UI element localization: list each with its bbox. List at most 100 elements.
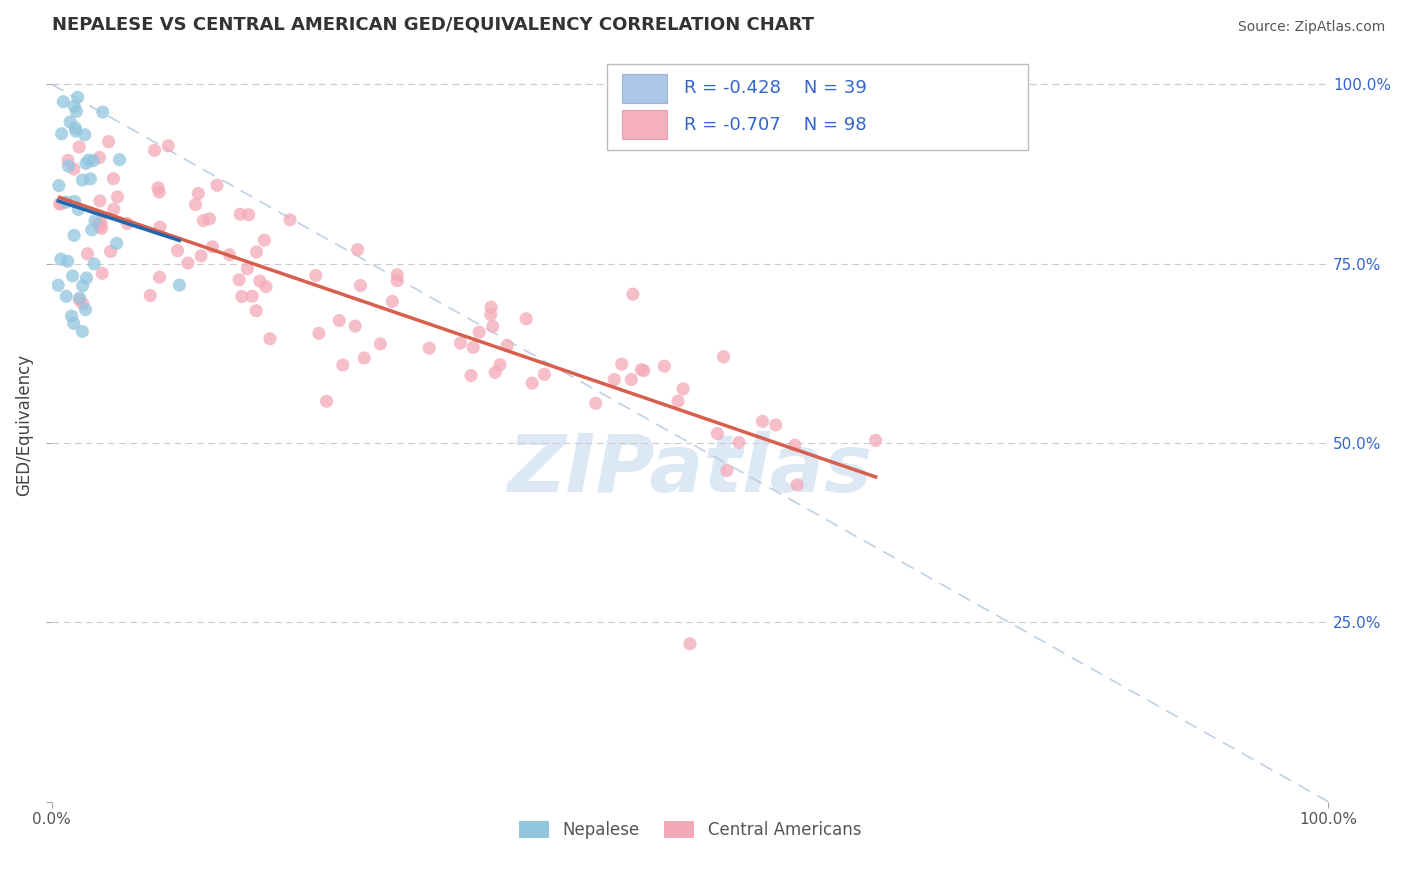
Point xyxy=(381,294,404,309)
Text: ZIPatlas: ZIPatlas xyxy=(508,431,873,509)
Point xyxy=(522,376,544,391)
Point xyxy=(765,417,787,432)
Point xyxy=(621,287,644,301)
Point xyxy=(783,438,806,452)
Point xyxy=(103,202,125,216)
Point xyxy=(56,254,79,268)
Point xyxy=(198,211,221,226)
Point xyxy=(84,213,107,227)
Point xyxy=(148,270,170,285)
Point xyxy=(332,358,354,372)
Point xyxy=(49,196,72,211)
Point xyxy=(75,156,97,170)
Point xyxy=(67,293,90,307)
Point xyxy=(48,178,70,193)
Point xyxy=(236,261,259,276)
Point xyxy=(349,278,371,293)
Point xyxy=(865,434,887,448)
Point xyxy=(245,303,267,318)
Point xyxy=(157,138,180,153)
Point xyxy=(69,291,91,305)
Point xyxy=(177,256,200,270)
Point xyxy=(166,244,188,258)
Point xyxy=(73,128,96,142)
Point xyxy=(259,332,281,346)
Point xyxy=(713,350,735,364)
Point xyxy=(484,366,506,380)
Point xyxy=(108,153,131,167)
Point xyxy=(66,90,89,104)
Point xyxy=(218,248,240,262)
Point xyxy=(107,190,129,204)
Point xyxy=(633,363,655,377)
Point xyxy=(62,317,84,331)
FancyBboxPatch shape xyxy=(607,63,1028,150)
Point xyxy=(63,162,86,177)
Point xyxy=(278,212,301,227)
Point xyxy=(149,219,172,234)
Point xyxy=(97,135,120,149)
Point xyxy=(103,171,125,186)
Point xyxy=(716,463,738,477)
Point xyxy=(706,426,728,441)
Point xyxy=(305,268,328,283)
Point xyxy=(346,243,368,257)
Point xyxy=(344,319,367,334)
Point xyxy=(56,153,79,168)
Point xyxy=(62,268,84,283)
Point xyxy=(201,240,224,254)
Point xyxy=(184,197,207,211)
Point xyxy=(187,186,209,201)
Point xyxy=(479,308,502,322)
Point xyxy=(59,115,82,129)
Point xyxy=(63,99,86,113)
Point xyxy=(143,144,166,158)
Point xyxy=(249,274,271,288)
Point xyxy=(610,357,633,371)
Point xyxy=(418,341,440,355)
Point xyxy=(75,302,97,317)
Point xyxy=(482,319,505,334)
Point xyxy=(387,274,409,288)
Text: Source: ZipAtlas.com: Source: ZipAtlas.com xyxy=(1237,20,1385,34)
Point xyxy=(489,358,512,372)
Point xyxy=(449,336,471,351)
Point xyxy=(205,178,228,193)
Point xyxy=(65,104,87,119)
Point xyxy=(76,247,98,261)
Point xyxy=(496,338,519,352)
FancyBboxPatch shape xyxy=(623,111,666,139)
Point xyxy=(353,351,375,365)
Point xyxy=(370,337,392,351)
Point xyxy=(603,373,626,387)
Point xyxy=(468,325,491,339)
Point xyxy=(308,326,330,341)
Point xyxy=(533,368,555,382)
Point xyxy=(620,372,643,386)
Point xyxy=(60,309,83,323)
Point xyxy=(190,249,212,263)
Point xyxy=(72,325,94,339)
Point xyxy=(254,279,277,293)
Point xyxy=(238,208,260,222)
Point xyxy=(65,124,87,138)
Point xyxy=(231,289,253,303)
Point xyxy=(55,289,77,303)
Point xyxy=(515,311,537,326)
Point xyxy=(148,185,170,199)
Point xyxy=(751,414,773,428)
Point xyxy=(67,202,90,217)
Point xyxy=(229,207,252,221)
Point xyxy=(328,313,350,327)
Point xyxy=(90,216,112,230)
Point xyxy=(76,271,98,285)
Point xyxy=(139,288,162,302)
Text: NEPALESE VS CENTRAL AMERICAN GED/EQUIVALENCY CORRELATION CHART: NEPALESE VS CENTRAL AMERICAN GED/EQUIVAL… xyxy=(52,15,814,33)
Text: R = -0.428    N = 39: R = -0.428 N = 39 xyxy=(683,79,866,97)
Point xyxy=(67,140,90,154)
Point xyxy=(679,637,702,651)
Point xyxy=(89,219,111,233)
Point xyxy=(117,217,139,231)
Point xyxy=(672,382,695,396)
Point xyxy=(58,159,80,173)
